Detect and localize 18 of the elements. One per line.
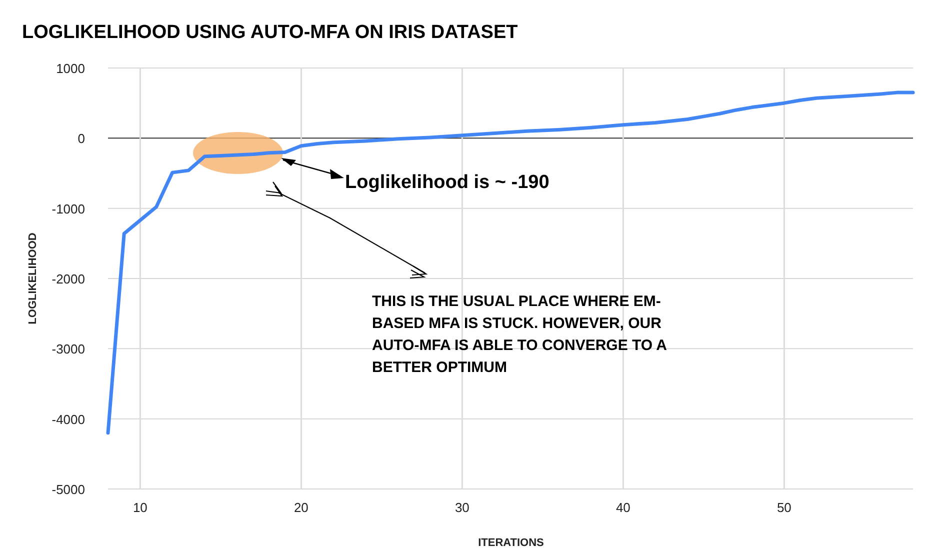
x-axis-title: ITERATIONS [478,537,544,549]
y-tick-label: 0 [78,131,85,146]
annotation: THIS IS THE USUAL PLACE WHERE EM-BASED MFA IS STUCK. HOWEVER, OUR AUTO-MFA IS ABLE TO CONVERGE TO A BETTER OPTIMUM [372,293,668,376]
x-tick-label: 50 [776,500,792,515]
y-axis-title: LOGLIKELIHOOD [27,232,39,324]
x-tick-label: 40 [616,500,630,515]
annotation: Loglikelihood is ~ -190 [345,172,550,193]
y-tick-label: -5000 [52,482,85,497]
line-series [106,90,915,435]
y-tick-label: 1000 [56,61,85,76]
y-tick-label: -1000 [52,201,85,216]
x-tick-label: 10 [132,500,148,515]
chart-title: LOGLIKELIHOOD USING AUTO-MFA ON IRIS DATASET [22,22,518,43]
x-tick-label: 30 [454,500,470,515]
x-tick-label: 20 [294,500,308,515]
y-tick-label: -2000 [52,272,85,286]
y-tick-label: -3000 [52,342,85,357]
y-tick-label: -4000 [52,412,85,427]
